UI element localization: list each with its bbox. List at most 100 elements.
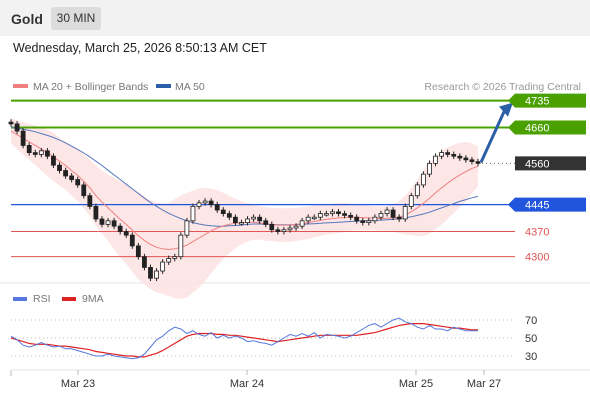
candle-up	[184, 220, 190, 236]
candle-down	[87, 195, 93, 207]
candle-down	[463, 157, 469, 161]
candle-down	[445, 152, 451, 155]
pivot-label-4445: 4445	[525, 200, 549, 212]
candle-up	[414, 184, 420, 197]
candle-up	[366, 220, 372, 223]
resistance-label-4735: 4735	[525, 96, 549, 108]
candle-down	[208, 200, 214, 206]
candle-up	[311, 216, 317, 220]
candle-up	[178, 234, 184, 258]
candle-up	[433, 155, 438, 164]
candle-up	[105, 220, 111, 225]
rsi-tick-70: 70	[525, 315, 537, 327]
candle-up	[38, 150, 44, 155]
candle-down	[390, 209, 396, 218]
candle-down	[396, 216, 402, 220]
timeframe-button[interactable]: 30 MIN	[51, 7, 101, 30]
candle-down	[348, 215, 354, 218]
candle-up	[378, 213, 384, 218]
resistance-tag-4735	[508, 93, 586, 108]
rsi-legend-swatch	[13, 297, 27, 301]
candle-down	[81, 184, 87, 197]
candle-down	[93, 206, 99, 220]
candles-layer	[8, 119, 481, 282]
candle-up	[160, 261, 166, 272]
candle-down	[117, 225, 123, 232]
candle-up	[305, 216, 311, 222]
bollinger-band-layer	[11, 118, 478, 299]
candle-down	[342, 213, 347, 216]
candle-down	[257, 216, 263, 222]
candle-up	[245, 218, 250, 223]
forecast-arrow-head	[499, 102, 513, 117]
candle-down	[336, 211, 341, 215]
candle-up	[287, 227, 293, 231]
candle-down	[142, 256, 147, 268]
candle-down	[469, 159, 475, 162]
last-price-label: 4560	[525, 158, 549, 170]
candle-up	[384, 209, 390, 215]
forecast-arrow-layer	[479, 102, 513, 164]
candle-down	[457, 155, 463, 159]
candle-down	[129, 234, 135, 247]
candle-down	[451, 154, 457, 157]
ma50-legend-swatch	[156, 84, 171, 88]
asset-name: Gold	[11, 11, 43, 27]
candle-down	[226, 213, 232, 218]
candle-up	[372, 216, 378, 222]
candle-up	[239, 222, 244, 225]
rsi-legend-label: RSI	[33, 293, 51, 305]
rsi-tick-30: 30	[525, 351, 537, 363]
resistance-label-4660: 4660	[525, 123, 549, 135]
x-label-mar-25: Mar 25	[399, 378, 433, 390]
candle-down	[269, 223, 275, 231]
support-label-4370: 4370	[525, 227, 549, 239]
candle-up	[323, 213, 329, 216]
candle-down	[63, 170, 68, 177]
candle-up	[154, 270, 159, 279]
ma50-legend-label: MA 50	[175, 81, 205, 93]
candle-down	[57, 164, 62, 171]
candle-down	[99, 218, 105, 225]
level-lines-layer	[11, 99, 515, 258]
candle-up	[196, 202, 202, 207]
candle-down	[69, 175, 75, 180]
candle-down	[214, 204, 220, 211]
candle-up	[299, 220, 305, 227]
candle-down	[135, 245, 141, 258]
candle-up	[317, 213, 323, 218]
candle-up	[439, 152, 445, 157]
support-label-4300: 4300	[525, 252, 549, 264]
candle-up	[421, 173, 426, 186]
rsi-ma-legend-label: 9MA	[82, 293, 104, 305]
last-price-tag	[515, 156, 586, 171]
candle-down	[475, 161, 481, 164]
candle-down	[26, 145, 32, 154]
candle-up	[166, 258, 172, 263]
candle-down	[32, 152, 38, 155]
candle-down	[148, 267, 153, 279]
candle-up	[402, 206, 408, 220]
candle-down	[8, 121, 14, 125]
x-label-mar-27: Mar 27	[467, 378, 501, 390]
x-axis-labels: Mar 23 Mar 24 Mar 25 Mar 27	[61, 370, 501, 390]
candle-down	[123, 231, 129, 236]
candle-up	[408, 195, 414, 207]
candle-down	[233, 216, 238, 223]
candle-down	[14, 123, 20, 132]
candle-up	[251, 216, 256, 220]
rsi-tick-50: 50	[525, 333, 537, 345]
candle-down	[220, 209, 226, 215]
level-labels-layer: 4735 4660 4560 4445 4370 4300	[508, 93, 586, 264]
rsi-line	[10, 317, 478, 360]
candle-up	[202, 200, 208, 204]
pivot-tag-4445	[508, 197, 586, 212]
candle-up	[190, 206, 196, 222]
candle-down	[51, 155, 56, 166]
candle-down	[354, 216, 360, 222]
candle-up	[330, 211, 335, 215]
candle-down	[263, 220, 269, 225]
chart-datetime: Wednesday, March 25, 2026 8:50:13 AM CET	[13, 41, 267, 55]
ma20-legend-label: MA 20 + Bollinger Bands	[33, 81, 148, 93]
